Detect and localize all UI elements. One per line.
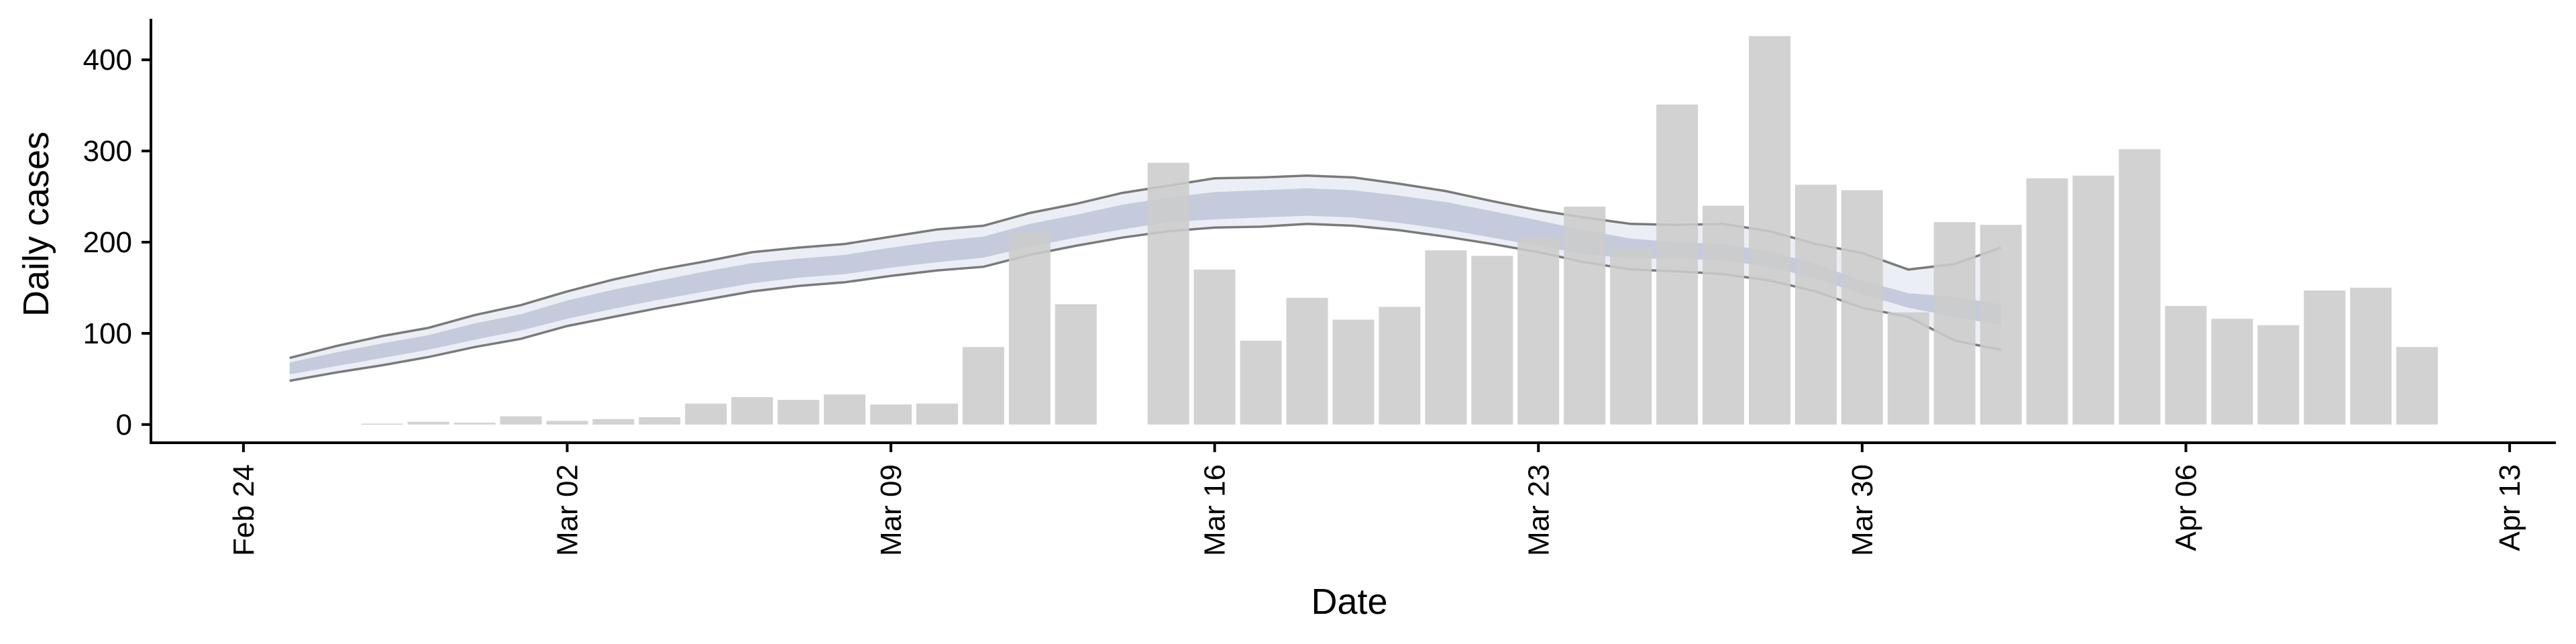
bar-2020-04-05	[2118, 149, 2161, 425]
y-tick-label: 400	[83, 44, 132, 76]
y-tick-label: 200	[83, 226, 132, 259]
x-tick-label: Mar 30	[1846, 464, 1879, 556]
bar-2020-03-21	[1425, 250, 1467, 425]
bar-2020-03-19	[1332, 319, 1375, 425]
y-tick-label: 100	[83, 317, 132, 350]
bar-2020-03-06	[731, 397, 773, 425]
bar-2020-03-08	[824, 394, 866, 425]
x-tick-label: Feb 24	[227, 464, 260, 556]
bar-2020-03-26	[1656, 104, 1699, 425]
inner-band-area	[289, 188, 2001, 375]
bar-2020-03-17	[1240, 340, 1282, 425]
bar-2020-03-01	[500, 416, 542, 425]
bar-2020-03-16	[1193, 269, 1236, 425]
bar-2020-03-28	[1749, 36, 1790, 425]
axes	[150, 19, 2556, 444]
bar-2020-03-25	[1610, 246, 1652, 425]
y-axis-label: Daily cases	[16, 131, 56, 317]
bar-2020-03-11	[962, 347, 1004, 425]
x-axis-ticks: Feb 24 Mar 02 Mar 09 Mar 16 Mar 23 Mar 30 Apr …	[227, 443, 2526, 556]
bar-layer	[361, 36, 2438, 425]
bar-2020-03-12	[1008, 231, 1051, 425]
bar-2020-03-18	[1286, 297, 1328, 425]
bar-2020-04-06	[2165, 306, 2207, 425]
bar-2020-03-05	[685, 403, 727, 425]
bar-2020-03-24	[1564, 207, 1606, 425]
x-tick-label: Mar 23	[1522, 464, 1555, 556]
bar-2020-03-10	[916, 403, 958, 425]
y-tick-label: 0	[116, 409, 132, 441]
bar-2020-02-28	[407, 421, 449, 425]
bar-2020-04-08	[2257, 325, 2300, 425]
bar-2020-03-29	[1794, 184, 1837, 425]
bar-2020-03-22	[1471, 256, 1513, 425]
x-tick-label: Apr 06	[2169, 464, 2202, 551]
bar-2020-04-07	[2211, 319, 2253, 425]
bar-2020-02-27	[361, 423, 403, 425]
bar-2020-04-10	[2350, 287, 2392, 425]
bar-2020-03-07	[777, 400, 820, 425]
bar-2020-04-01	[1933, 222, 1976, 425]
ribbon-layer	[289, 174, 2002, 382]
bar-2020-04-09	[2304, 290, 2346, 425]
bar-2020-04-02	[1980, 225, 2022, 425]
bar-2020-03-03	[592, 419, 635, 425]
bar-2020-03-23	[1517, 236, 1560, 425]
bar-2020-04-03	[2026, 178, 2068, 425]
x-tick-label: Mar 16	[1199, 464, 1232, 556]
y-tick-label: 300	[83, 135, 132, 168]
bar-2020-03-15	[1147, 162, 1189, 425]
y-axis-ticks: 0 100 200 300 400	[83, 44, 151, 441]
bar-2020-03-20	[1379, 307, 1421, 425]
bar-2020-03-31	[1887, 312, 1929, 425]
bar-2020-03-09	[870, 404, 912, 425]
x-axis-label: Date	[1311, 582, 1387, 622]
bar-2020-03-02	[546, 421, 588, 425]
bar-2020-03-27	[1703, 205, 1744, 425]
bar-2020-03-30	[1841, 190, 1883, 425]
bar-2020-04-04	[2072, 175, 2114, 425]
x-tick-label: Apr 13	[2493, 464, 2526, 551]
bar-2020-03-13	[1055, 304, 1097, 425]
bar-2020-02-29	[453, 423, 496, 425]
bar-2020-04-11	[2396, 347, 2438, 425]
x-tick-label: Mar 09	[875, 464, 908, 556]
bar-2020-03-04	[639, 417, 681, 425]
x-tick-label: Mar 02	[551, 464, 584, 556]
